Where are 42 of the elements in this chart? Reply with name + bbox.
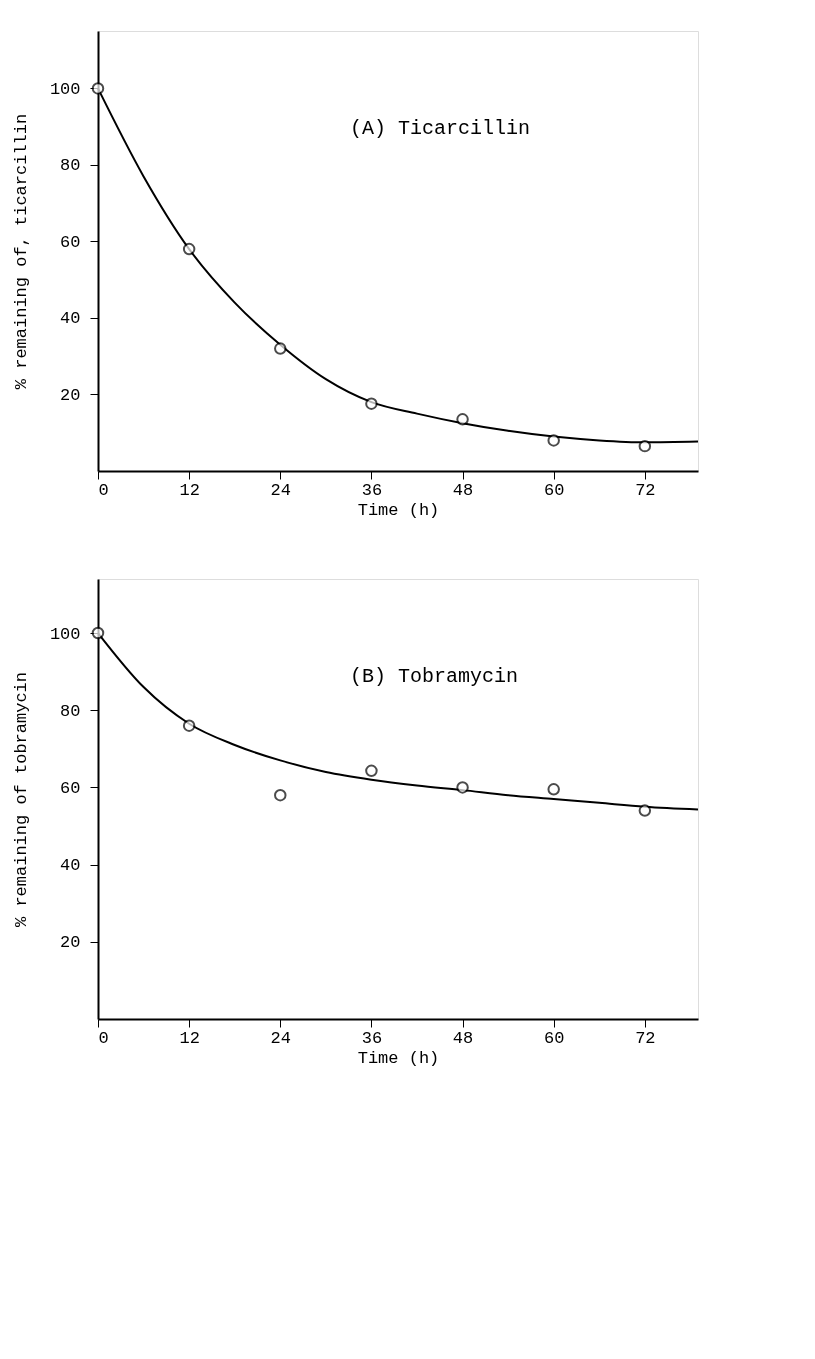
point	[274, 788, 287, 802]
point	[547, 434, 560, 447]
y-axis-title: % remaining of tobramycin	[11, 671, 31, 928]
y-tick-label: 20	[60, 933, 81, 953]
point	[182, 242, 196, 256]
x-tick-label: 36	[361, 480, 383, 500]
x-tick-label: 48	[452, 1028, 474, 1048]
y-tick-label: 100	[49, 79, 81, 99]
x-tick-label: 12	[179, 480, 200, 500]
x-tick-label: 0	[98, 480, 109, 500]
annotation: (B) Tobramycin	[350, 664, 519, 688]
point	[182, 719, 196, 732]
annotation: (A) Ticarcillin	[350, 116, 531, 140]
x-tick-label: 0	[98, 1028, 109, 1048]
y-tick-label: 60	[60, 778, 81, 798]
x-tick-label: 60	[543, 1028, 565, 1048]
point	[638, 439, 652, 453]
x-axis-title: Time (h)	[357, 1048, 440, 1068]
point	[638, 804, 652, 817]
x-tick-label: 60	[543, 480, 565, 500]
x-tick-label: 72	[635, 1028, 656, 1048]
x-axis-title: Time (h)	[357, 500, 440, 520]
y-tick-label: 80	[60, 156, 81, 176]
point	[456, 781, 469, 794]
x-tick-label: 24	[270, 480, 291, 500]
x-tick-label: 72	[635, 480, 656, 500]
y-tick-label: 20	[60, 385, 81, 405]
y-tick-label: 40	[60, 856, 81, 876]
point	[274, 342, 287, 355]
x-tick-label: 48	[452, 480, 474, 500]
y-axis-title: % remaining of, ticarcillin	[11, 113, 31, 390]
y-tick-label: 60	[60, 232, 81, 252]
x-tick-label: 36	[361, 1028, 383, 1048]
y-tick-label: 40	[60, 309, 81, 329]
point	[456, 413, 469, 426]
point	[365, 397, 378, 410]
point	[365, 764, 378, 778]
x-tick-label: 24	[270, 1028, 291, 1048]
x-tick-label: 12	[179, 1028, 200, 1048]
y-tick-label: 100	[49, 624, 81, 644]
y-tick-label: 80	[60, 701, 81, 721]
point	[547, 783, 560, 796]
